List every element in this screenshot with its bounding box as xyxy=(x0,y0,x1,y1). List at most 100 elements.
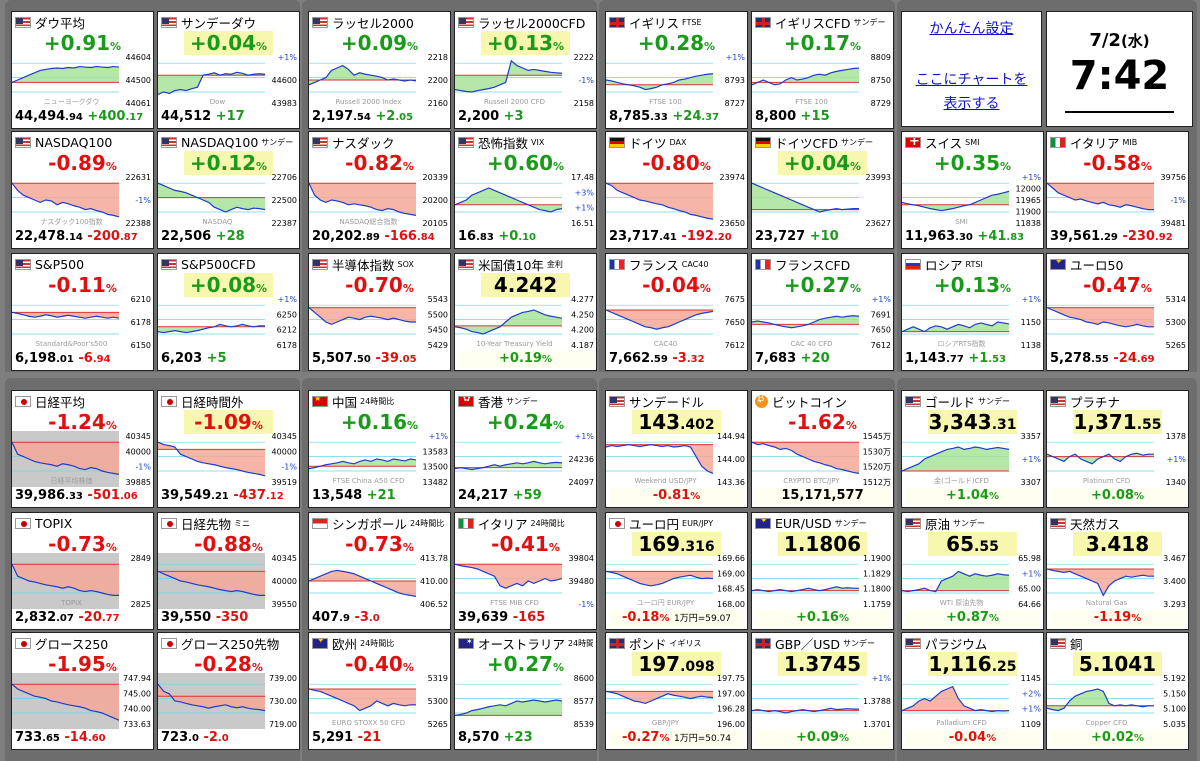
change-number: +41 xyxy=(977,229,1007,244)
tile-uk-ftse[interactable]: イギリス FTSE +0.28% +1% 8793 8727 FTSE 100 8,785.3… xyxy=(605,11,748,129)
tile-sox[interactable]: 半導体指数 SOX -0.70% 5543 5500 5450 5429 5,507.50 -… xyxy=(308,253,451,371)
change-number: +21 xyxy=(366,488,396,503)
tile-russia-rtsi[interactable]: ロシア RTSI +0.13% +1% 1150 1138 ロシアRTS指数 1,143.77… xyxy=(901,253,1044,371)
change-number: +0.08 xyxy=(1091,488,1134,503)
tile-nikkei-night[interactable]: 日経時間外 -1.09% 40345 40000 -1% 39519 39,549.21 -… xyxy=(157,390,300,508)
add-chart-link[interactable]: ここにチャートを 表示する xyxy=(902,68,1041,116)
axis-price-label: 5.100 xyxy=(1163,705,1186,714)
change-fraction: .77 xyxy=(101,613,120,624)
tile-germany-cfd[interactable]: ドイツCFD サンデー +0.04% 23993 23627 23,727 +10 xyxy=(751,131,894,249)
tile-russell2000-cfd[interactable]: ラッセル2000CFD +0.13% 2222 -1% 2158 Russell 2000… xyxy=(454,11,597,129)
headline-unit: % xyxy=(553,160,565,173)
price-value: 20,202 xyxy=(312,229,363,244)
tile-header: ロシア RTSI xyxy=(905,256,1040,272)
chart-watermark: ロシアRTS指数 xyxy=(937,339,985,348)
tile-growth250[interactable]: グロース250 -1.95% 747.94 745.00 740.00 733.63 733… xyxy=(11,632,154,750)
change-number: +17 xyxy=(215,109,245,124)
axis-price-label: +1% xyxy=(1022,295,1042,304)
price-line xyxy=(12,441,120,475)
price-fraction: .21 xyxy=(211,491,229,502)
axis-price-label: 11838 xyxy=(1016,219,1041,228)
tile-singapore[interactable]: シンガポール 24時間比 -0.73% 413.78 410.00 406.52 407.9… xyxy=(308,512,451,630)
tile-italy-mib[interactable]: イタリア MIB -0.58% 39756 -1% 39481 39,561.29 -230… xyxy=(1046,131,1189,249)
chart-watermark: FTSE China A50 CFD xyxy=(333,477,405,485)
tile-usdjpy-sunday[interactable]: サンデードル 143.402 144.94 144.00 143.36 Weekend U… xyxy=(605,390,748,508)
tile-nasdaq[interactable]: ナスダック -0.82% 20339 20200 20105 NASDAQ総合指数 20,2… xyxy=(308,131,451,249)
tile-gbpjpy[interactable]: ポンド イギリス 197.098 197.75 197.00 196.28 196.00 GB… xyxy=(605,632,748,750)
chart-watermark: NASDAQ xyxy=(203,218,233,226)
tile-gbpusd[interactable]: GBP／USD サンデー 1.3745 +1% 1.3788 1.3701 +0.09% xyxy=(751,632,894,750)
tile-gold[interactable]: ゴールド サンデー 3,343.31 3357 +1% 3307 金(ゴールド)CFD +1.… xyxy=(901,390,1044,508)
axis-price-label: 2160 xyxy=(428,99,448,108)
change-number: -2 xyxy=(203,730,218,745)
chart-area xyxy=(12,183,119,217)
headline-value: +0.08% xyxy=(184,273,273,297)
axis-price-label: 20105 xyxy=(423,219,448,228)
headline-number: -0.73 xyxy=(345,532,403,556)
headline-unit: % xyxy=(699,282,711,295)
tile-copper[interactable]: 銅 5.1041 5.192 5.150 5.100 5.035 Copper CFD +0.… xyxy=(1046,632,1189,750)
tile-vix[interactable]: 恐怖指数 VIX +0.60% 17.48 +3% +1% 16.51 16.83 +0.10 xyxy=(454,131,597,249)
tile-italy-24h[interactable]: イタリア 24時間比 -0.41% 39804 39480 -1% FTSE MIB CFD… xyxy=(454,512,597,630)
tile-nikkei225[interactable]: 日経平均 -1.24% 40345 40000 -1% 39885 日経平均株価 39,986… xyxy=(11,390,154,508)
tile-uk-cfd[interactable]: イギリスCFD サンデー +0.17% 8809 8750 8729 FTSE 100 8,8… xyxy=(751,11,894,129)
chart-area xyxy=(902,571,1009,592)
price-value: 2,197 xyxy=(312,109,354,124)
price-value: 6,203 xyxy=(161,351,203,366)
tile-topix[interactable]: TOPIX -0.73% 2849 2825 TOPIX 2,832.07 -20.77 xyxy=(11,512,154,630)
tile-france-cac40[interactable]: フランス CAC40 -0.04% 7675 7650 7612 CAC40 7,662.59… xyxy=(605,253,748,371)
tile-palladium[interactable]: パラジウム 1,116.25 1145 +2% +1% 1109 Palladium CFD… xyxy=(901,632,1044,750)
change-fraction: .05 xyxy=(395,112,414,123)
us-flag-icon xyxy=(15,136,31,148)
tile-swiss-smi[interactable]: スイスSMI+0.35%+1%12000119651190011838SMI11… xyxy=(901,131,1044,249)
axis-price-label: 11965 xyxy=(1016,196,1041,205)
tile-nasdaq100[interactable]: NASDAQ100 -0.89% 22631 -1% 22388 ナスダック100指数 22… xyxy=(11,131,154,249)
mini-chart: 747.94 745.00 740.00 733.63 xyxy=(12,673,151,729)
tile-platinum[interactable]: プラチナ 1,371.55 1378 +1% 1340 Platinum CFD +0.08… xyxy=(1046,390,1189,508)
chart-area xyxy=(455,700,562,716)
chart-watermark: FTSE MIB CFD xyxy=(490,599,539,607)
tile-nikkei-futures[interactable]: 日経先物 ミニ -0.88% 40345 40000 39550 39,550 -350 xyxy=(157,512,300,630)
tile-eurjpy[interactable]: ユーロ円 EUR/JPY 169.316 169.66 169.00 168.45 168.… xyxy=(605,512,748,630)
headline-unit: % xyxy=(105,541,117,554)
tile-sp500-cfd[interactable]: S&P500CFD +0.08% +1% 6250 6212 6178 6,203 +5 xyxy=(157,253,300,371)
tile-sp500[interactable]: S&P500 -0.11% 6210 6178 6150 Standard&Poor's5… xyxy=(11,253,154,371)
tile-sunday-dow[interactable]: サンデーダウ +0.04% +1% 44600 43983 Dow 44,512 +17 xyxy=(157,11,300,129)
axis-price-label: 12000 xyxy=(1016,185,1041,194)
axis-price-label: 747.94 xyxy=(123,674,151,683)
tile-france-cfd[interactable]: フランスCFD +0.27% +1% 7691 7650 7612 CAC 40 CFD 7,… xyxy=(751,253,894,371)
tile-crude-oil[interactable]: 原油 サンデー 65.55 65.98 +1% 65.00 64.66 WTI 原油先物 +0.… xyxy=(901,512,1044,630)
change-number: +400 xyxy=(87,109,126,124)
axis-price-label: 44061 xyxy=(126,99,151,108)
tile-eurusd[interactable]: EUR/USDサンデー1.18061.19001.18291.18001.175… xyxy=(751,512,894,630)
tile-nasdaq100-sunday[interactable]: NASDAQ100 サンデー +0.12% 22706 22500 22387 NASDAQ… xyxy=(157,131,300,249)
easy-settings-link[interactable]: かんたん設定 xyxy=(929,21,1014,37)
headline-number: -0.80 xyxy=(642,151,700,175)
tile-germany-dax[interactable]: ドイツ DAX -0.80% 23974 23650 23,717.41 -192.20 xyxy=(605,131,748,249)
change-value: +20 xyxy=(801,351,830,366)
tile-subtitle: 24時間比 xyxy=(410,518,445,528)
tile-us10y[interactable]: 米国債10年 金利 4.242 4.277 4.250 4.200 4.187 10-Year… xyxy=(454,253,597,371)
headline-number: +0.08 xyxy=(189,273,257,297)
headline-number: -0.73 xyxy=(48,532,106,556)
tile-russell2000[interactable]: ラッセル2000 +0.09% 2218 2200 2160 Russell 2000 I… xyxy=(308,11,451,129)
price-value: 39,986 xyxy=(15,488,66,503)
tile-header: NASDAQ100 xyxy=(15,134,150,150)
mini-chart: +1% 7691 7650 7612 CAC 40 CFD xyxy=(752,295,891,350)
tile-growth250-futures[interactable]: グロース250先物 -0.28% 739.00 730.00 719.00 723.0 -… xyxy=(157,632,300,750)
price-value: 13,548 xyxy=(312,488,363,503)
tile-dow[interactable]: ダウ平均 +0.91% 44604 44500 44061 ニューヨークダウ 44,494.… xyxy=(11,11,154,129)
axis-price-label: 144.00 xyxy=(717,455,745,464)
axis-price-label: 43983 xyxy=(272,99,297,108)
price-line xyxy=(752,707,859,714)
price-value: 7,683 xyxy=(755,351,797,366)
tile-natural-gas[interactable]: 天然ガス 3.418 3.467 3.400 3.293 Natural Gas -1.19… xyxy=(1046,512,1189,630)
tile-subtitle: CAC40 xyxy=(681,259,709,269)
mini-chart: 3.467 3.400 3.293 Natural Gas xyxy=(1047,554,1186,609)
